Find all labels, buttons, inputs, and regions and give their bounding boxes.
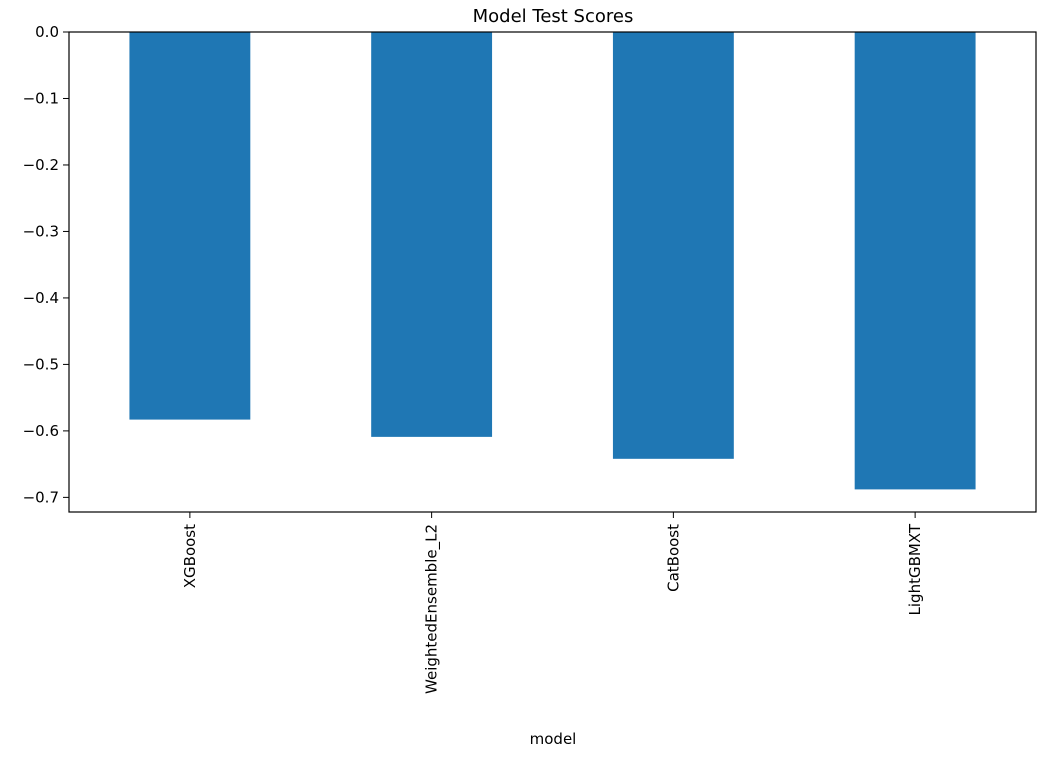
y-tick-label: 0.0 xyxy=(35,23,59,41)
y-axis: 0.0 −0.1 −0.2 −0.3 −0.4 −0.5 −0.6 −0.7 xyxy=(23,23,69,506)
y-tick-label: −0.4 xyxy=(23,289,59,307)
bars-layer xyxy=(129,32,976,490)
y-tick-label: −0.2 xyxy=(23,156,59,174)
y-tick-label: −0.7 xyxy=(23,488,59,506)
y-tick-label: −0.5 xyxy=(23,355,59,373)
x-tick-label: LightGBMXT xyxy=(906,523,924,615)
y-tick-label: −0.3 xyxy=(23,222,59,240)
bar-xgboost xyxy=(129,32,251,420)
plot-frame xyxy=(68,31,1037,513)
x-axis: XGBoost WeightedEnsemble_L2 CatBoost LightG… xyxy=(181,512,924,694)
x-axis-label: model xyxy=(530,730,577,748)
chart-title: Model Test Scores xyxy=(473,6,634,27)
y-tick-label: −0.6 xyxy=(23,422,59,440)
bar-weightedensemble-l2 xyxy=(371,32,493,437)
x-tick-label: XGBoost xyxy=(181,524,199,588)
bar-lightgbmxt xyxy=(854,32,976,490)
x-tick-label: CatBoost xyxy=(664,524,682,592)
y-tick-label: −0.1 xyxy=(23,89,59,107)
bar-catboost xyxy=(612,32,734,459)
x-tick-label: WeightedEnsemble_L2 xyxy=(423,524,442,694)
